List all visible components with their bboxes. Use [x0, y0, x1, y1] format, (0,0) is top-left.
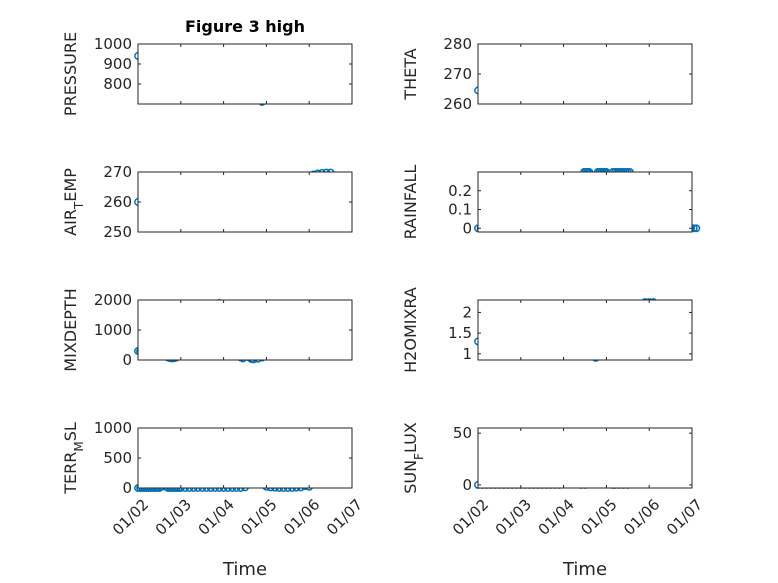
y-tick-label: 0 [462, 219, 472, 237]
y-axis-label-part: TERR [61, 452, 80, 495]
x-tick-label: 01/07 [323, 496, 366, 539]
x-tick-label: 01/03 [152, 496, 195, 539]
y-axis-label: SUNFLUX [401, 422, 426, 494]
y-axis-label: AIRTEMP [61, 168, 86, 236]
y-axis-label-part: MIXDEPTH [61, 288, 80, 371]
subplot-2: 260 270 280 THETA [401, 35, 693, 113]
x-tick-label: 01/04 [195, 496, 238, 539]
y-tick-label: 2000 [94, 291, 132, 309]
y-tick-label: 1 [462, 345, 472, 363]
y-axis-label-part: SL [61, 422, 80, 441]
y-axis-label: THETA [401, 48, 420, 100]
y-tick-label: 0 [462, 476, 472, 494]
y-tick-label: 0.1 [448, 201, 472, 219]
y-axis-label: MIXDEPTH [61, 288, 80, 371]
y-tick-label: 1000 [94, 35, 132, 53]
x-tick-label: 01/06 [620, 496, 663, 539]
subplot-5: 0 1000 2000 MIXDEPTH [61, 288, 353, 372]
y-axis-label-part: LUX [401, 422, 420, 453]
x-tick-label: 01/02 [449, 496, 492, 539]
x-axis-label: Time [562, 559, 607, 580]
y-tick-label: 280 [443, 35, 472, 53]
x-tick-label: 01/06 [280, 496, 323, 539]
y-tick-label: 270 [443, 65, 472, 83]
y-tick-label: 250 [103, 223, 132, 241]
subplot-8: 0 50 01/02 01/03 01/04 01/05 01/06 01/07 Time SUN… [401, 422, 706, 580]
y-axis-label-part: AIR [61, 209, 80, 236]
y-tick-label: 270 [103, 163, 132, 181]
axes-frame [137, 171, 353, 233]
axes-frame [137, 299, 353, 361]
y-tick-label: 800 [103, 75, 132, 93]
y-tick-label: 0 [122, 351, 132, 369]
y-axis-label-part: T [72, 201, 86, 210]
y-axis-label-part: PRESSURE [61, 32, 80, 116]
axes-frame [477, 427, 693, 489]
subplot-3: 250 260 270 AIRTEMP [61, 163, 353, 241]
axes-frame [477, 299, 693, 361]
axes-frame [477, 43, 693, 105]
y-tick-label: 2 [462, 303, 472, 321]
y-tick-label: 0.2 [448, 182, 472, 200]
x-tick-label: 01/02 [109, 496, 152, 539]
y-axis-label-part: M [72, 441, 86, 451]
y-axis-label-part: F [412, 453, 426, 460]
y-tick-label: 1000 [94, 419, 132, 437]
y-tick-label: 0 [122, 479, 132, 497]
y-tick-label: 500 [103, 449, 132, 467]
axes-frame [137, 43, 353, 105]
y-tick-label: 1.5 [448, 324, 472, 342]
y-tick-label: 900 [103, 55, 132, 73]
chart-title: Figure 3 high [185, 17, 305, 36]
y-axis-label-part: SUN [401, 460, 420, 494]
y-axis-label: RAINFALL [401, 165, 420, 240]
y-tick-label: 50 [453, 424, 472, 442]
y-axis-label: PRESSURE [61, 32, 80, 116]
x-tick-label: 01/03 [492, 496, 535, 539]
subplot-7: 0 500 1000 01/02 01/03 01/04 01/05 01/06 01/07 Ti… [61, 419, 366, 580]
y-axis-label: H2OMIXRA [401, 287, 420, 373]
y-axis-label-part: RAINFALL [401, 165, 420, 240]
axes-frame [137, 427, 353, 489]
axes-frame [477, 171, 693, 233]
data-point [692, 224, 701, 233]
subplot-1: 800 900 1000 PRESSURE Figure 3 high [61, 17, 353, 116]
x-tick-label: 01/07 [663, 496, 706, 539]
subplot-4: 00.10.2 RAINFALL [401, 165, 701, 240]
y-axis-label-part: EMP [61, 168, 80, 202]
subplot-6: 1 1.5 2 H2OMIXRA [401, 287, 693, 373]
x-tick-label: 01/05 [577, 496, 620, 539]
y-axis-label-part: H2OMIXRA [401, 287, 420, 373]
y-tick-label: 1000 [94, 321, 132, 339]
y-axis-label: TERRMSL [61, 422, 86, 495]
x-axis-label: Time [222, 559, 267, 580]
x-tick-label: 01/05 [237, 496, 280, 539]
y-tick-label: 260 [443, 95, 472, 113]
x-tick-label: 01/04 [535, 496, 578, 539]
y-axis-label-part: THETA [401, 48, 420, 100]
y-tick-label: 260 [103, 193, 132, 211]
